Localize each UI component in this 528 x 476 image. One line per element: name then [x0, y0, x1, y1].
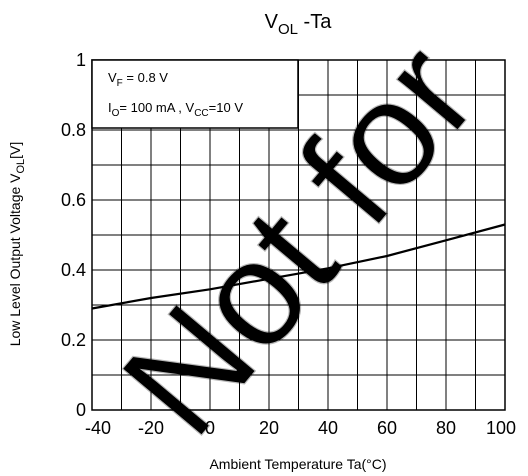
x-tick-label: 40 — [318, 418, 338, 438]
x-tick-label: -40 — [85, 418, 111, 438]
x-tick-label: 80 — [436, 418, 456, 438]
condition-line-vf: VF = 0.8 V — [108, 70, 168, 89]
series-layer — [91, 223, 506, 310]
x-axis-label: Ambient Temperature Ta(°C) — [209, 456, 386, 472]
condition-box: VF = 0.8 V IO= 100 mA , VCC=10 V — [91, 59, 299, 129]
y-tick-label: 0.6 — [61, 190, 86, 210]
y-tick-label: 0.4 — [61, 260, 86, 280]
x-tick-label: 100 — [486, 418, 516, 438]
tick-labels: -40 -20 0 20 40 60 80 100 0 0.2 0.4 0.6 0.8 1 — [61, 50, 516, 438]
x-tick-label: 60 — [377, 418, 397, 438]
x-tick-label: 20 — [259, 418, 279, 438]
y-tick-label: 1 — [76, 50, 86, 70]
y-axis-label: Low Level Output Voltage VOL[V] — [7, 142, 27, 347]
y-tick-label: 0.8 — [61, 120, 86, 140]
y-tick-label: 0.2 — [61, 330, 86, 350]
x-tick-label: -20 — [138, 418, 164, 438]
y-tick-label: 0 — [76, 400, 86, 420]
series-line-0 — [91, 223, 506, 310]
chart-title: VOL -Ta — [265, 11, 333, 38]
condition-line-io-vcc: IO= 100 mA , VCC=10 V — [108, 100, 243, 119]
condition-box-border — [91, 59, 299, 129]
x-tick-label: 0 — [205, 418, 215, 438]
